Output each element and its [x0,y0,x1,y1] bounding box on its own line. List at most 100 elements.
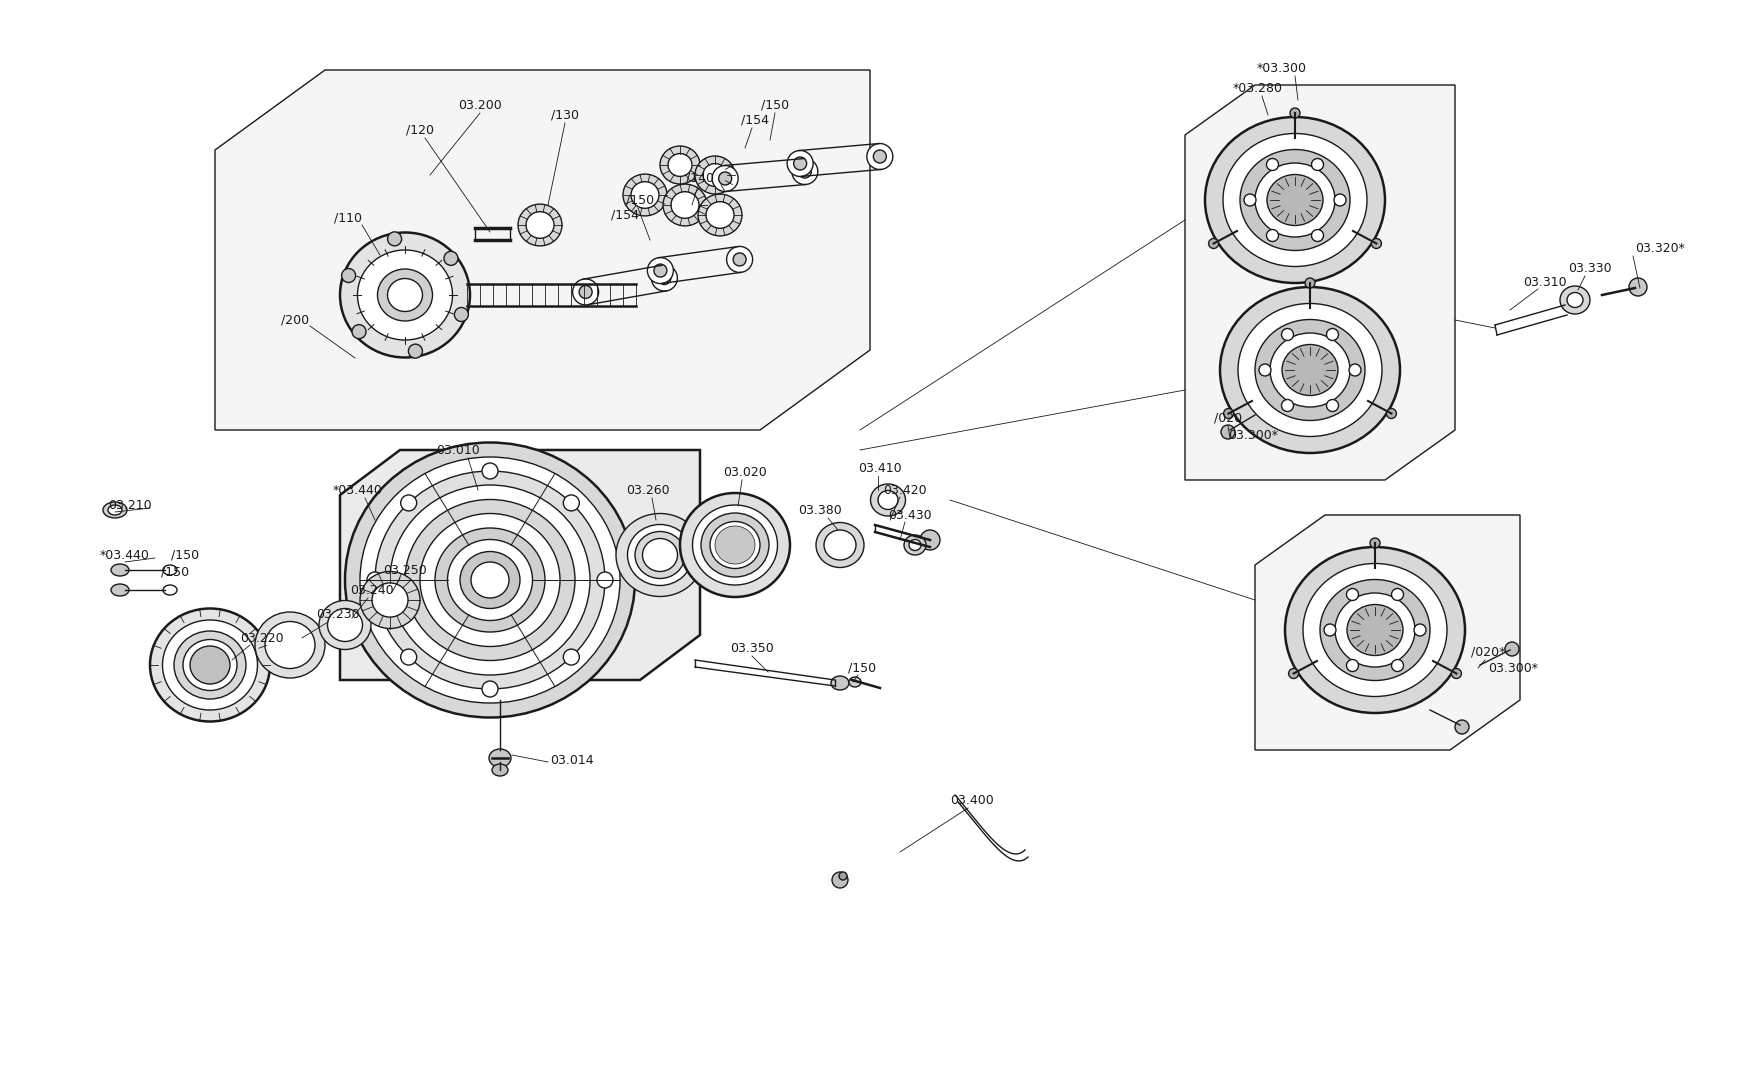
Ellipse shape [706,202,734,228]
Ellipse shape [360,571,419,628]
Ellipse shape [1567,292,1582,307]
Circle shape [798,165,810,178]
Circle shape [563,649,579,666]
Circle shape [1311,158,1323,170]
Ellipse shape [163,585,177,595]
Text: 03.400: 03.400 [949,794,993,807]
Circle shape [1259,364,1269,376]
Text: 03.200: 03.200 [457,98,501,111]
Ellipse shape [344,443,635,718]
Circle shape [1454,720,1468,734]
Circle shape [1280,328,1292,340]
Circle shape [1266,229,1278,242]
Text: 03.380: 03.380 [798,504,842,517]
Circle shape [718,172,730,185]
Text: 03.014: 03.014 [550,753,593,766]
Text: /110: /110 [334,212,362,225]
Circle shape [657,272,671,285]
Ellipse shape [1282,345,1337,396]
Circle shape [1209,239,1217,248]
Circle shape [400,649,416,666]
Polygon shape [1254,515,1520,750]
Text: /154: /154 [610,209,638,221]
Circle shape [791,158,817,184]
Ellipse shape [671,192,699,218]
Text: 03.220: 03.220 [240,631,283,644]
Circle shape [654,264,666,277]
Circle shape [351,324,365,338]
Text: 03.210: 03.210 [108,499,151,511]
Ellipse shape [256,612,325,678]
Circle shape [1221,425,1235,439]
Ellipse shape [183,640,237,690]
Ellipse shape [327,609,362,642]
Polygon shape [339,450,699,681]
Circle shape [1386,409,1396,418]
Circle shape [1266,158,1278,170]
Circle shape [563,495,579,511]
Ellipse shape [377,269,433,321]
Ellipse shape [1236,304,1381,437]
Polygon shape [216,70,870,430]
Circle shape [388,232,402,246]
Circle shape [367,572,383,589]
Text: /140: /140 [685,171,713,184]
Text: 03.310: 03.310 [1522,275,1565,289]
Ellipse shape [849,677,861,687]
Ellipse shape [1254,320,1363,421]
Text: 03.350: 03.350 [730,642,774,655]
Circle shape [1289,669,1297,678]
Ellipse shape [390,485,590,675]
Ellipse shape [459,551,520,609]
Polygon shape [1184,85,1454,480]
Text: 03.330: 03.330 [1567,261,1610,275]
Text: 03.260: 03.260 [626,484,670,496]
Circle shape [1289,108,1299,118]
Ellipse shape [111,584,129,596]
Ellipse shape [635,532,685,579]
Ellipse shape [694,156,734,194]
Circle shape [1323,624,1336,636]
Circle shape [838,872,847,880]
Text: 03.230: 03.230 [316,608,360,621]
Circle shape [1325,328,1337,340]
Circle shape [1346,659,1358,672]
Circle shape [482,681,497,697]
Text: 03.430: 03.430 [887,508,932,521]
Ellipse shape [356,250,452,340]
Circle shape [1369,538,1379,548]
Ellipse shape [668,154,692,177]
Circle shape [1346,588,1358,600]
Text: /150: /150 [170,549,198,562]
Ellipse shape [701,513,769,577]
Circle shape [1311,229,1323,242]
Text: 03.320*: 03.320* [1635,242,1683,255]
Circle shape [572,279,598,305]
Ellipse shape [710,521,760,568]
Text: 03.020: 03.020 [723,465,767,478]
Ellipse shape [174,631,245,699]
Ellipse shape [1219,287,1400,453]
Ellipse shape [489,749,511,767]
Ellipse shape [150,609,270,721]
Text: *03.280: *03.280 [1233,81,1282,94]
Ellipse shape [628,524,692,585]
Ellipse shape [1320,580,1429,681]
Circle shape [579,286,591,299]
Text: /150: /150 [760,98,788,111]
Circle shape [454,307,468,321]
Circle shape [1325,399,1337,412]
Ellipse shape [1560,286,1589,314]
Ellipse shape [697,194,741,235]
Ellipse shape [318,600,370,649]
Circle shape [873,150,885,163]
Ellipse shape [163,565,177,575]
Ellipse shape [642,538,676,571]
Ellipse shape [435,528,544,632]
Ellipse shape [111,564,129,576]
Ellipse shape [1346,605,1402,656]
Circle shape [341,269,355,282]
Ellipse shape [1285,547,1464,713]
Ellipse shape [816,522,864,567]
Text: *03.300: *03.300 [1256,61,1306,75]
